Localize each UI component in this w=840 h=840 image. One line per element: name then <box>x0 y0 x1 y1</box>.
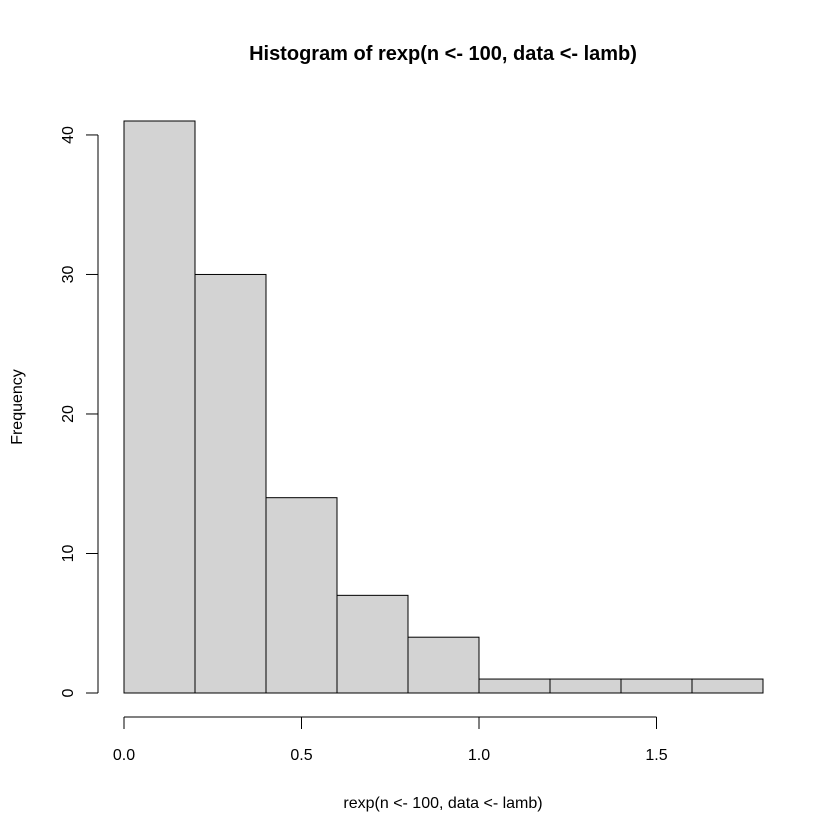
y-tick-label: 0 <box>60 688 77 697</box>
histogram-bar <box>123 120 196 694</box>
x-tick-label: 0.0 <box>113 747 135 764</box>
y-axis-label: Frequency <box>9 369 26 445</box>
bars-group <box>123 120 764 694</box>
histogram-bar <box>691 678 764 694</box>
x-tick-label: 0.5 <box>290 747 312 764</box>
x-axis-label: rexp(n <- 100, data <- lamb) <box>343 795 542 812</box>
x-tick-label: 1.0 <box>468 747 490 764</box>
x-tick-label: 1.5 <box>645 747 667 764</box>
y-tick-label: 40 <box>60 126 77 144</box>
x-axis: 0.0 0.5 1.0 1.5 <box>113 716 668 764</box>
histogram-bar <box>407 636 480 694</box>
histogram-bar <box>194 273 267 694</box>
y-tick-label: 20 <box>60 405 77 423</box>
histogram-bar <box>336 594 409 694</box>
histogram-bar <box>265 497 338 694</box>
y-tick-label: 10 <box>60 544 77 562</box>
histogram-bar <box>478 678 551 694</box>
chart-title: Histogram of rexp(n <- 100, data <- lamb… <box>249 43 637 65</box>
histogram-bar <box>620 678 693 694</box>
histogram-bar <box>549 678 622 694</box>
y-axis: 0 10 20 30 40 <box>60 126 99 697</box>
y-tick-label: 30 <box>60 265 77 283</box>
